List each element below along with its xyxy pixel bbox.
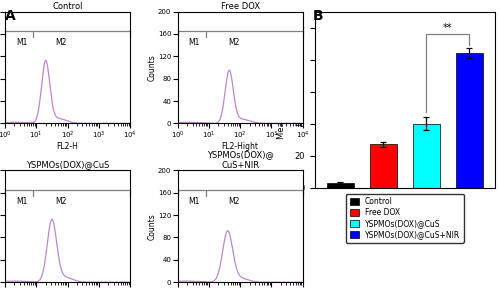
- Bar: [327, 183, 353, 187]
- Text: **: **: [443, 23, 452, 33]
- Y-axis label: Counts: Counts: [148, 213, 156, 240]
- Text: B: B: [312, 9, 323, 23]
- Text: M2: M2: [56, 38, 67, 47]
- Bar: [413, 124, 440, 187]
- Title: YSPMOs(DOX)@CuS: YSPMOs(DOX)@CuS: [26, 161, 109, 170]
- Text: M1: M1: [188, 197, 200, 206]
- Text: M2: M2: [228, 38, 239, 47]
- Text: M2: M2: [56, 197, 67, 206]
- Bar: [456, 53, 482, 187]
- Text: M1: M1: [16, 197, 28, 206]
- Text: M1: M1: [16, 38, 28, 47]
- Legend: Control, Free DOX, YSPMOs(DOX)@CuS, YSPMOs(DOX)@CuS+NIR: Control, Free DOX, YSPMOs(DOX)@CuS, YSPM…: [346, 194, 464, 243]
- X-axis label: FL2-H: FL2-H: [56, 142, 78, 151]
- Bar: [370, 144, 396, 187]
- Title: YSPMOs(DOX)@
CuS+NIR: YSPMOs(DOX)@ CuS+NIR: [206, 150, 274, 170]
- Text: M1: M1: [188, 38, 200, 47]
- Y-axis label: Mean fluorescence: Mean fluorescence: [278, 60, 286, 139]
- Text: A: A: [5, 9, 16, 23]
- X-axis label: FL2-Hight: FL2-Hight: [222, 142, 258, 151]
- Title: Control: Control: [52, 2, 83, 11]
- Text: M2: M2: [228, 197, 239, 206]
- Y-axis label: Counts: Counts: [148, 54, 156, 81]
- Title: Free DOX: Free DOX: [220, 2, 260, 11]
